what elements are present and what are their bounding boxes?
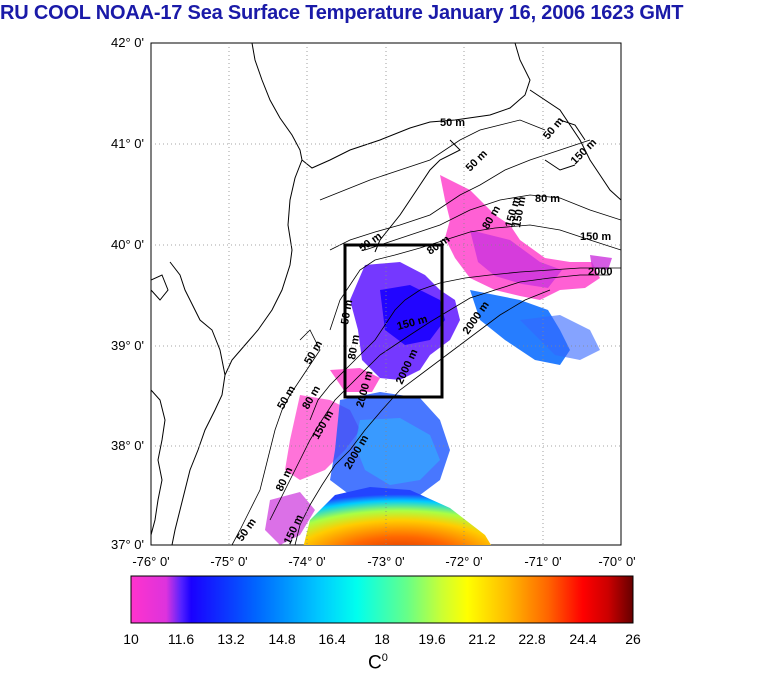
colorbar-tick: 22.8	[518, 631, 546, 647]
colorbar-tick: 16.4	[318, 631, 346, 647]
contour-label: 150 m	[580, 231, 611, 243]
contour-label: 50 m	[339, 299, 355, 326]
lon-label: -72° 0'	[445, 554, 482, 569]
lat-label: 38° 0'	[111, 438, 144, 453]
contour-label: 150 m	[511, 196, 528, 229]
latitude-labels: 42° 0' 41° 0' 40° 0' 39° 0' 38° 0' 37° 0…	[111, 35, 144, 552]
colorbar-tick: 18	[374, 631, 390, 647]
longitude-labels: -76° 0' -75° 0' -74° 0' -73° 0' -72° 0' …	[132, 554, 635, 569]
colorbar-tick: 11.6	[167, 631, 195, 647]
lat-label: 40° 0'	[111, 237, 144, 252]
lat-label: 39° 0'	[111, 338, 144, 353]
lat-label: 37° 0'	[111, 537, 144, 552]
lon-label: -76° 0'	[132, 554, 169, 569]
contour-label: 80 m	[346, 334, 362, 361]
colorbar-tick: 13.2	[217, 631, 245, 647]
lon-label: -71° 0'	[524, 554, 561, 569]
colorbar	[130, 575, 634, 624]
lat-label: 42° 0'	[111, 35, 144, 50]
lon-label: -75° 0'	[210, 554, 247, 569]
lon-label: -73° 0'	[367, 554, 404, 569]
contour-label: 80 m	[535, 193, 560, 205]
colorbar-tick: 26	[625, 631, 641, 647]
colorbar-tick: 10	[123, 631, 139, 647]
unit-superscript: 0	[381, 652, 388, 664]
contour-label: 50 m	[440, 117, 465, 129]
contour-label: 2000	[588, 266, 612, 278]
map-title: RU COOL NOAA-17 Sea Surface Temperature …	[0, 2, 684, 24]
study-area-box	[343, 243, 444, 399]
colorbar-tick: 21.2	[468, 631, 496, 647]
colorbar-unit: C0	[368, 652, 388, 674]
colorbar-tick: 14.8	[268, 631, 296, 647]
lat-label: 41° 0'	[111, 136, 144, 151]
colorbar-tick: 24.4	[569, 631, 597, 647]
unit-letter: C	[368, 652, 382, 674]
coastline	[151, 43, 531, 545]
lon-label: -70° 0'	[598, 554, 635, 569]
colorbar-tick: 19.6	[418, 631, 446, 647]
lon-label: -74° 0'	[288, 554, 325, 569]
